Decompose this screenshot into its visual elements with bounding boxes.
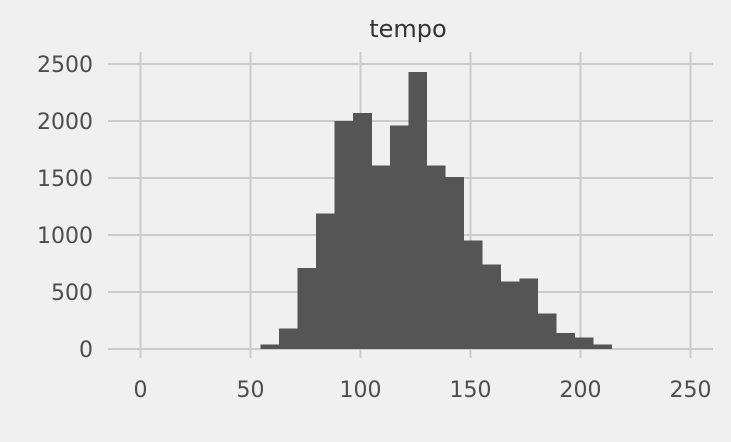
histogram-bar-7 xyxy=(389,125,409,349)
y-tick-label-2500: 2500 xyxy=(37,53,93,78)
histogram-bar-9 xyxy=(426,165,446,349)
x-axis-tick-labels: 0 50 100 150 200 250 xyxy=(134,378,712,403)
x-tick-label-50: 50 xyxy=(237,378,265,403)
histogram-bar-17 xyxy=(574,337,594,349)
y-tick-label-2000: 2000 xyxy=(37,110,93,135)
y-tick-label-1000: 1000 xyxy=(37,224,93,249)
histogram-bar-0 xyxy=(260,344,280,349)
x-tick-label-200: 200 xyxy=(560,378,602,403)
histogram-bar-3 xyxy=(316,213,335,349)
histogram-bar-6 xyxy=(371,165,391,349)
histogram-bar-13 xyxy=(500,281,520,349)
x-tick-label-0: 0 xyxy=(134,378,148,403)
y-tick-label-1500: 1500 xyxy=(37,167,93,192)
x-tick-label-100: 100 xyxy=(340,378,382,403)
x-tick-label-150: 150 xyxy=(450,378,492,403)
histogram-bar-16 xyxy=(556,333,576,349)
chart-title: tempo xyxy=(369,15,446,43)
histogram-bars xyxy=(260,71,613,350)
y-axis-tick-labels: 0 500 1000 1500 2000 2500 xyxy=(37,53,93,363)
histogram-bar-5 xyxy=(353,113,372,350)
y-tick-label-0: 0 xyxy=(79,338,93,363)
histogram-bar-4 xyxy=(334,121,354,349)
histogram-bar-8 xyxy=(408,71,428,349)
histogram-bar-14 xyxy=(519,278,539,349)
histogram-bar-18 xyxy=(593,344,613,349)
histogram-bar-1 xyxy=(279,328,298,349)
histogram-bar-2 xyxy=(297,268,317,349)
histogram-bar-11 xyxy=(463,240,483,349)
x-tick-label-250: 250 xyxy=(670,378,712,403)
histogram-bar-12 xyxy=(482,264,502,349)
histogram-bar-10 xyxy=(445,176,465,349)
y-tick-label-500: 500 xyxy=(51,281,93,306)
histogram-bar-15 xyxy=(537,313,557,349)
